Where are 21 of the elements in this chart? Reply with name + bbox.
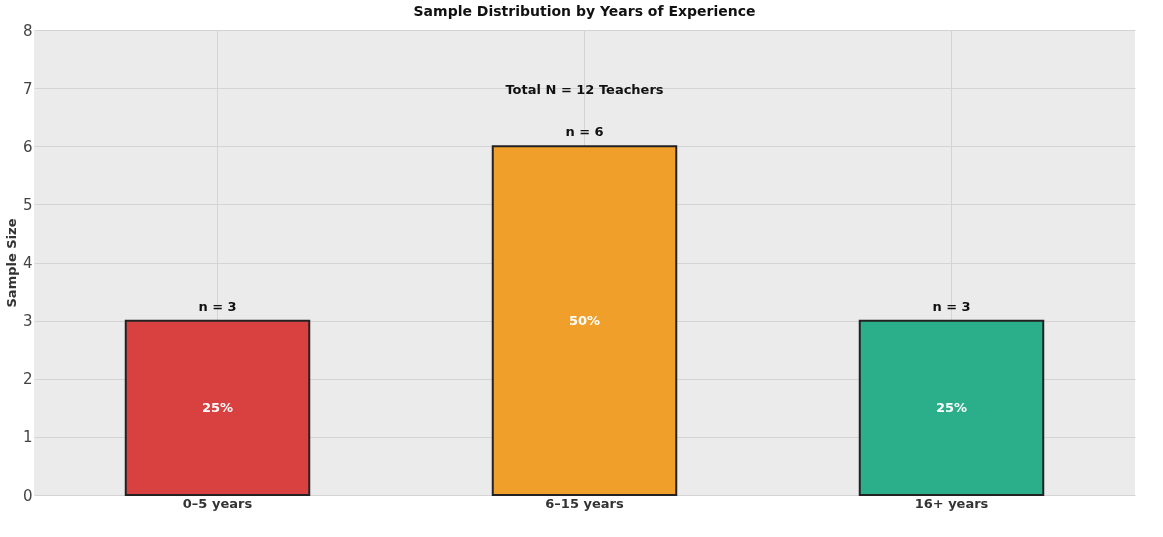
annotation: 25% [935,399,968,415]
y-tick-label: 7 [22,79,33,98]
y-tick-label: 5 [22,195,33,214]
data-label: n = 6 [565,124,604,140]
annotation: 50% [568,312,601,328]
y-tick-label: 3 [22,312,33,331]
x-tick-label: 16+ years [914,495,989,511]
x-tick-label: 0–5 years [182,495,253,511]
chart-title: Sample Distribution by Years of Experience [413,3,756,19]
data-label: n = 3 [198,298,237,314]
y-tick-label: 2 [22,370,33,389]
x-tick-label: 6–15 years [545,495,624,511]
annotation: Total N = 12 Teachers [505,82,664,97]
y-tick-label: 1 [22,428,33,447]
y-tick-label: 4 [22,254,33,272]
y-tick-label: 0 [22,486,33,505]
annotation: 25% [201,399,234,415]
y-axis-title: Sample Size [3,218,19,308]
data-label: n = 3 [932,298,971,314]
y-tick-label: 8 [22,21,33,40]
y-tick-label: 6 [22,137,33,156]
